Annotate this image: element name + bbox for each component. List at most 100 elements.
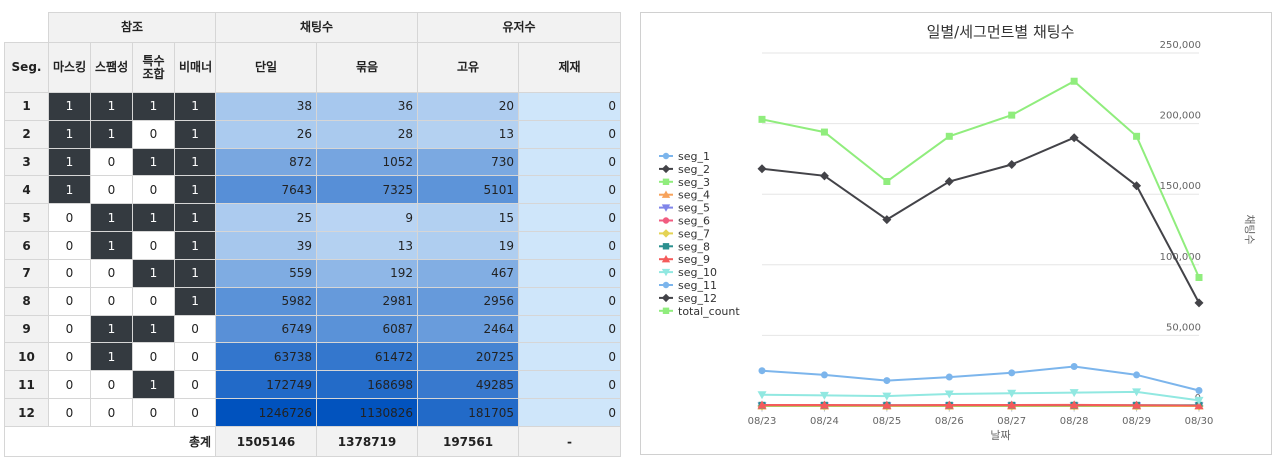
column-header-masking: 마스킹 (48, 42, 91, 93)
column-header-single: 단일 (215, 42, 318, 93)
bundle-cell: 168698 (316, 370, 419, 400)
data-point-seg-12 (1069, 133, 1079, 143)
bundle-cell: 9 (316, 203, 419, 233)
single-cell: 26 (215, 119, 318, 149)
bundle-cell: 13 (316, 231, 419, 260)
group-header-user-count: 유저수 (417, 12, 622, 43)
line-chart: 일별/세그먼트별 채팅수050,000100,000150,000200,000… (659, 23, 1256, 442)
table-row: 3 1 0 1 1 872 1052 730 0 (4, 147, 622, 177)
sanction-cell: 0 (518, 398, 622, 427)
seg-cell: 6 (4, 231, 49, 260)
bundle-cell: 36 (316, 92, 419, 121)
flag-non-manner-cell: 0 (173, 342, 217, 372)
flag-spam-cell: 1 (90, 314, 133, 344)
x-tick-label: 08/30 (1185, 416, 1214, 427)
seg-cell: 8 (4, 286, 49, 316)
unique-cell: 20725 (417, 342, 520, 372)
bundle-cell: 192 (316, 258, 419, 288)
seg-cell: 10 (4, 342, 49, 372)
flag-special-combo-cell: 0 (132, 175, 175, 205)
y-axis-label: 채팅수 (1243, 214, 1256, 244)
table-row: 9 0 1 1 0 6749 6087 2464 0 (4, 314, 622, 344)
legend-label-seg-2: seg_2 (678, 163, 710, 176)
data-point-seg-10 (757, 391, 767, 400)
data-point-seg-12 (757, 164, 767, 174)
legend-label-seg-6: seg_6 (678, 215, 710, 228)
data-point-seg-9 (1132, 400, 1142, 409)
flag-non-manner-cell: 1 (173, 92, 217, 121)
table-row: 7 0 0 1 1 559 192 467 0 (4, 258, 622, 288)
seg-cell: 1 (4, 92, 49, 121)
flag-non-manner-cell: 0 (173, 398, 217, 427)
data-point-seg-11 (1133, 371, 1141, 379)
data-point-seg-10 (882, 392, 892, 401)
bundle-cell: 1052 (316, 147, 419, 177)
seg-cell: 12 (4, 398, 49, 427)
chart-panel: 일별/세그먼트별 채팅수050,000100,000150,000200,000… (640, 12, 1272, 455)
x-tick-label: 08/27 (997, 416, 1026, 427)
sanction-cell: 0 (518, 286, 622, 316)
flag-special-combo-cell: 0 (132, 119, 175, 149)
single-cell: 7643 (215, 175, 318, 205)
legend-label-seg-8: seg_8 (678, 240, 710, 253)
unique-cell: 2956 (417, 286, 520, 316)
y-tick-label: 50,000 (1166, 322, 1201, 333)
single-cell: 5982 (215, 286, 318, 316)
segment-chat-table: 참조 채팅수 유저수 Seg. 마스킹 스팸성 특수 조합 비매너 단일 묶음 … (3, 12, 622, 457)
y-tick-label: 150,000 (1160, 181, 1201, 192)
flag-masking-cell: 1 (48, 175, 91, 205)
data-point-seg-10 (1194, 396, 1204, 405)
data-point-seg-11 (1195, 386, 1203, 394)
data-point-total-count (1133, 132, 1141, 140)
table-row: 10 0 1 0 0 63738 61472 20725 0 (4, 342, 622, 372)
series-line-seg-11 (761, 365, 1200, 392)
y-tick-label: 250,000 (1160, 40, 1201, 51)
single-cell: 872 (215, 147, 318, 177)
flag-spam-cell: 1 (90, 231, 133, 260)
flag-non-manner-cell: 1 (173, 286, 217, 316)
total-sanction: - (518, 426, 622, 457)
table-row: 1 1 1 1 1 38 36 20 0 (4, 92, 622, 121)
total-bundle: 1378719 (316, 426, 419, 457)
chart-title: 일별/세그먼트별 채팅수 (927, 23, 1075, 41)
legend-label-total-count: total_count (678, 305, 740, 318)
column-header-special-combo: 특수 조합 (132, 42, 175, 93)
series-line-seg-10 (761, 390, 1200, 402)
sanction-cell: 0 (518, 203, 622, 233)
table-row: 4 1 0 0 1 7643 7325 5101 0 (4, 175, 622, 205)
column-header-unique: 고유 (417, 42, 520, 93)
corner-cell (4, 12, 49, 43)
data-point-seg-12 (944, 176, 954, 186)
legend-label-seg-1: seg_1 (678, 150, 710, 163)
legend-label-seg-9: seg_9 (678, 253, 710, 266)
sanction-cell: 0 (518, 342, 622, 372)
flag-masking-cell: 0 (48, 314, 91, 344)
unique-cell: 49285 (417, 370, 520, 400)
flag-masking-cell: 1 (48, 119, 91, 149)
sanction-cell: 0 (518, 119, 622, 149)
flag-non-manner-cell: 1 (173, 175, 217, 205)
sanction-cell: 0 (518, 147, 622, 177)
legend-marker-seg-1 (662, 152, 670, 160)
x-tick-label: 08/23 (748, 416, 777, 427)
seg-cell: 4 (4, 175, 49, 205)
single-cell: 6749 (215, 314, 318, 344)
flag-spam-cell: 1 (90, 92, 133, 121)
legend-marker-total-count (662, 307, 670, 314)
unique-cell: 19 (417, 231, 520, 260)
single-cell: 1246726 (215, 398, 318, 427)
data-point-seg-11 (1008, 369, 1016, 377)
flag-spam-cell: 0 (90, 147, 133, 177)
flag-masking-cell: 1 (48, 92, 91, 121)
seg-cell: 11 (4, 370, 49, 400)
data-point-seg-9 (1194, 401, 1204, 410)
legend-marker-seg-10 (661, 268, 671, 277)
flag-masking-cell: 0 (48, 203, 91, 233)
column-header-sanction: 제재 (518, 42, 622, 93)
unique-cell: 13 (417, 119, 520, 149)
data-point-seg-12 (1132, 181, 1142, 191)
data-point-seg-9 (819, 400, 829, 409)
flag-special-combo-cell: 1 (132, 370, 175, 400)
flag-masking-cell: 0 (48, 258, 91, 288)
flag-masking-cell: 0 (48, 398, 91, 427)
